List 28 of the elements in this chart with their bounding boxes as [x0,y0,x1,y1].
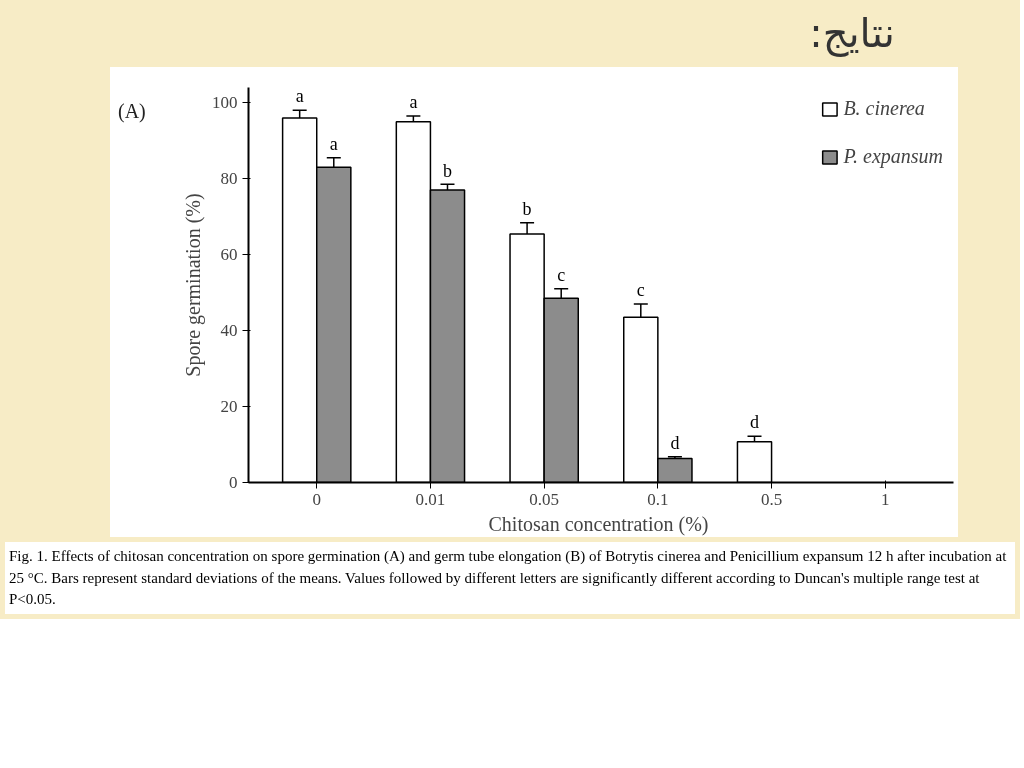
y-tick-label: 20 [220,397,238,417]
y-axis-title: Spore germination (%) [182,193,205,377]
data-label: a [409,92,418,113]
data-label: a [329,134,338,155]
y-tick-label: 60 [220,245,238,265]
data-label: a [295,86,304,107]
data-label: d [670,433,680,454]
data-label: c [557,265,566,286]
legend-label: P. expansum [843,145,943,169]
x-tick-label: 0.05 [529,489,560,509]
x-tick-label: 0.5 [760,489,783,509]
data-label: c [636,280,645,301]
y-tick-label: 80 [220,169,238,189]
y-tick-label: 100 [212,93,238,113]
legend-label: B. cinerea [843,97,925,121]
y-tick-label: 0 [229,473,238,493]
x-tick-label: 1 [881,489,890,509]
chart-title: نتايج: [809,9,895,59]
data-label: b [522,199,532,220]
x-tick-label: 0 [312,489,321,509]
data-label: b [442,160,452,181]
x-tick-label: 0.1 [647,489,669,509]
data-label: d [750,412,760,433]
y-tick-label: 40 [220,321,238,341]
text: (A) [118,99,146,125]
x-axis-title: Chitosan concentration (%) [488,512,709,536]
x-tick-label: 0.01 [415,489,446,509]
caption: Fig. 1. Effects of chitosan concentration on spore germination (A) and germ tube elongation (B) of Botrytis cinerea and Penicillium expansum 12 h after incubation at 25 °C. Bars represent standard deviations of the means. Values followed by different letters are significantly different according to Duncan's multiple range test at P<0.05. [9,547,1008,609]
